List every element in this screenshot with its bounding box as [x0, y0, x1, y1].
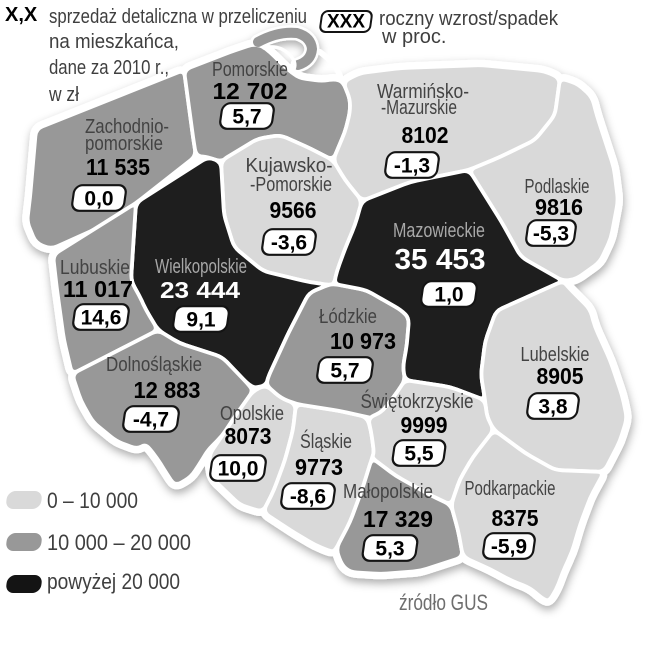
svg-text:3,8: 3,8: [538, 396, 568, 419]
svg-text:11 017: 11 017: [63, 276, 133, 302]
svg-text:-5,3: -5,3: [533, 223, 569, 246]
svg-text:XXX: XXX: [327, 12, 365, 33]
svg-text:w proc.: w proc.: [381, 26, 446, 48]
svg-text:Lubelskie: Lubelskie: [521, 344, 590, 366]
svg-text:5,5: 5,5: [404, 443, 434, 466]
svg-text:Lubuskie: Lubuskie: [60, 257, 130, 279]
svg-text:12 883: 12 883: [134, 377, 201, 403]
svg-text:9,1: 9,1: [186, 309, 216, 332]
svg-text:źródło GUS: źródło GUS: [399, 590, 488, 615]
svg-text:-Mazurskie: -Mazurskie: [381, 97, 457, 119]
svg-text:pomorskie: pomorskie: [85, 133, 163, 155]
svg-text:Śląskie: Śląskie: [300, 429, 352, 453]
svg-text:dane za 2010 r.,: dane za 2010 r.,: [49, 57, 169, 79]
svg-text:X,X: X,X: [5, 4, 38, 26]
svg-text:Świętokrzyskie: Świętokrzyskie: [361, 389, 474, 413]
svg-text:Kujawsko-: Kujawsko-: [246, 155, 333, 177]
svg-text:Opolskie: Opolskie: [220, 403, 284, 425]
svg-text:9999: 9999: [401, 412, 448, 438]
svg-text:17 329: 17 329: [363, 506, 433, 532]
svg-text:Zachodnio-: Zachodnio-: [85, 116, 169, 138]
svg-text:Małopolskie: Małopolskie: [343, 481, 433, 503]
svg-text:Warmińsko-: Warmińsko-: [377, 81, 469, 103]
svg-text:8102: 8102: [402, 122, 449, 148]
svg-text:12 702: 12 702: [213, 78, 288, 104]
svg-text:0,0: 0,0: [84, 188, 113, 211]
svg-text:Mazowieckie: Mazowieckie: [393, 220, 485, 242]
svg-text:9816: 9816: [535, 194, 583, 220]
svg-text:Dolnośląskie: Dolnośląskie: [106, 354, 202, 376]
svg-text:-8,6: -8,6: [290, 486, 326, 509]
svg-text:powyżej 20 000: powyżej 20 000: [47, 569, 180, 594]
svg-text:-1,3: -1,3: [394, 155, 430, 178]
svg-text:Podlaskie: Podlaskie: [525, 176, 590, 198]
svg-text:14,6: 14,6: [81, 307, 122, 330]
svg-text:10 000 – 20 000: 10 000 – 20 000: [47, 530, 191, 555]
svg-text:Pomorskie: Pomorskie: [212, 59, 288, 81]
svg-text:w zł: w zł: [48, 84, 79, 106]
svg-text:9566: 9566: [270, 197, 317, 223]
svg-text:-5,9: -5,9: [491, 536, 527, 559]
svg-text:1,0: 1,0: [434, 284, 463, 307]
svg-text:-3,6: -3,6: [271, 232, 307, 255]
svg-text:5,3: 5,3: [375, 538, 404, 561]
svg-text:10,0: 10,0: [218, 458, 259, 481]
svg-text:-Pomorskie: -Pomorskie: [250, 174, 332, 196]
svg-text:11 535: 11 535: [86, 154, 150, 180]
svg-text:9773: 9773: [295, 454, 343, 480]
svg-text:sprzedaż detaliczna w przelicz: sprzedaż detaliczna w przeliczeniu: [49, 6, 307, 28]
svg-text:23 444: 23 444: [160, 277, 240, 303]
svg-text:Wielkopolskie: Wielkopolskie: [155, 256, 247, 278]
svg-text:Łódzkie: Łódzkie: [319, 306, 377, 328]
svg-text:5,7: 5,7: [232, 106, 261, 129]
svg-text:5,7: 5,7: [330, 360, 359, 383]
svg-text:-4,7: -4,7: [133, 409, 169, 432]
svg-text:8905: 8905: [537, 363, 584, 389]
svg-text:8375: 8375: [492, 505, 539, 531]
svg-text:roczny wzrost/spadek: roczny wzrost/spadek: [379, 8, 559, 30]
svg-text:10 973: 10 973: [330, 328, 396, 354]
svg-text:na mieszkańca,: na mieszkańca,: [49, 31, 179, 53]
svg-text:0 – 10 000: 0 – 10 000: [47, 488, 138, 513]
svg-text:Podkarpackie: Podkarpackie: [465, 478, 556, 500]
svg-text:8073: 8073: [225, 423, 272, 449]
svg-text:35 453: 35 453: [395, 244, 486, 276]
